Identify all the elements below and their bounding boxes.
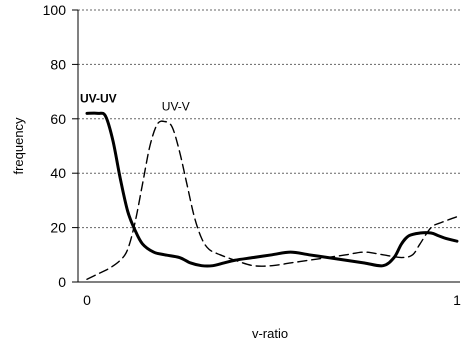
series-lines — [85, 111, 459, 280]
x-tick-label-0: 0 — [83, 292, 91, 308]
y-tick-label-80: 80 — [50, 56, 66, 72]
y-tick-label-40: 40 — [50, 165, 66, 181]
series-labels: UV-UV UV-V — [80, 91, 190, 113]
y-tick-label-100: 100 — [43, 2, 67, 18]
y-tick-labels: 0 20 40 60 80 100 — [43, 2, 67, 290]
y-tick-label-0: 0 — [58, 274, 66, 290]
x-tick-label-1: 1 — [453, 292, 461, 308]
axes — [72, 9, 460, 283]
series-label-uv-v: UV-V — [162, 100, 190, 114]
series-line-uv-uv — [85, 111, 459, 268]
y-axis-title: frequency — [11, 117, 26, 175]
gridlines — [78, 9, 460, 229]
series-line-uv-v — [86, 120, 458, 280]
y-tick-label-20: 20 — [50, 220, 66, 236]
y-tick-label-60: 60 — [50, 111, 66, 127]
x-axis-title: v-ratio — [252, 326, 288, 341]
series-label-uv-uv: UV-UV — [80, 91, 117, 105]
